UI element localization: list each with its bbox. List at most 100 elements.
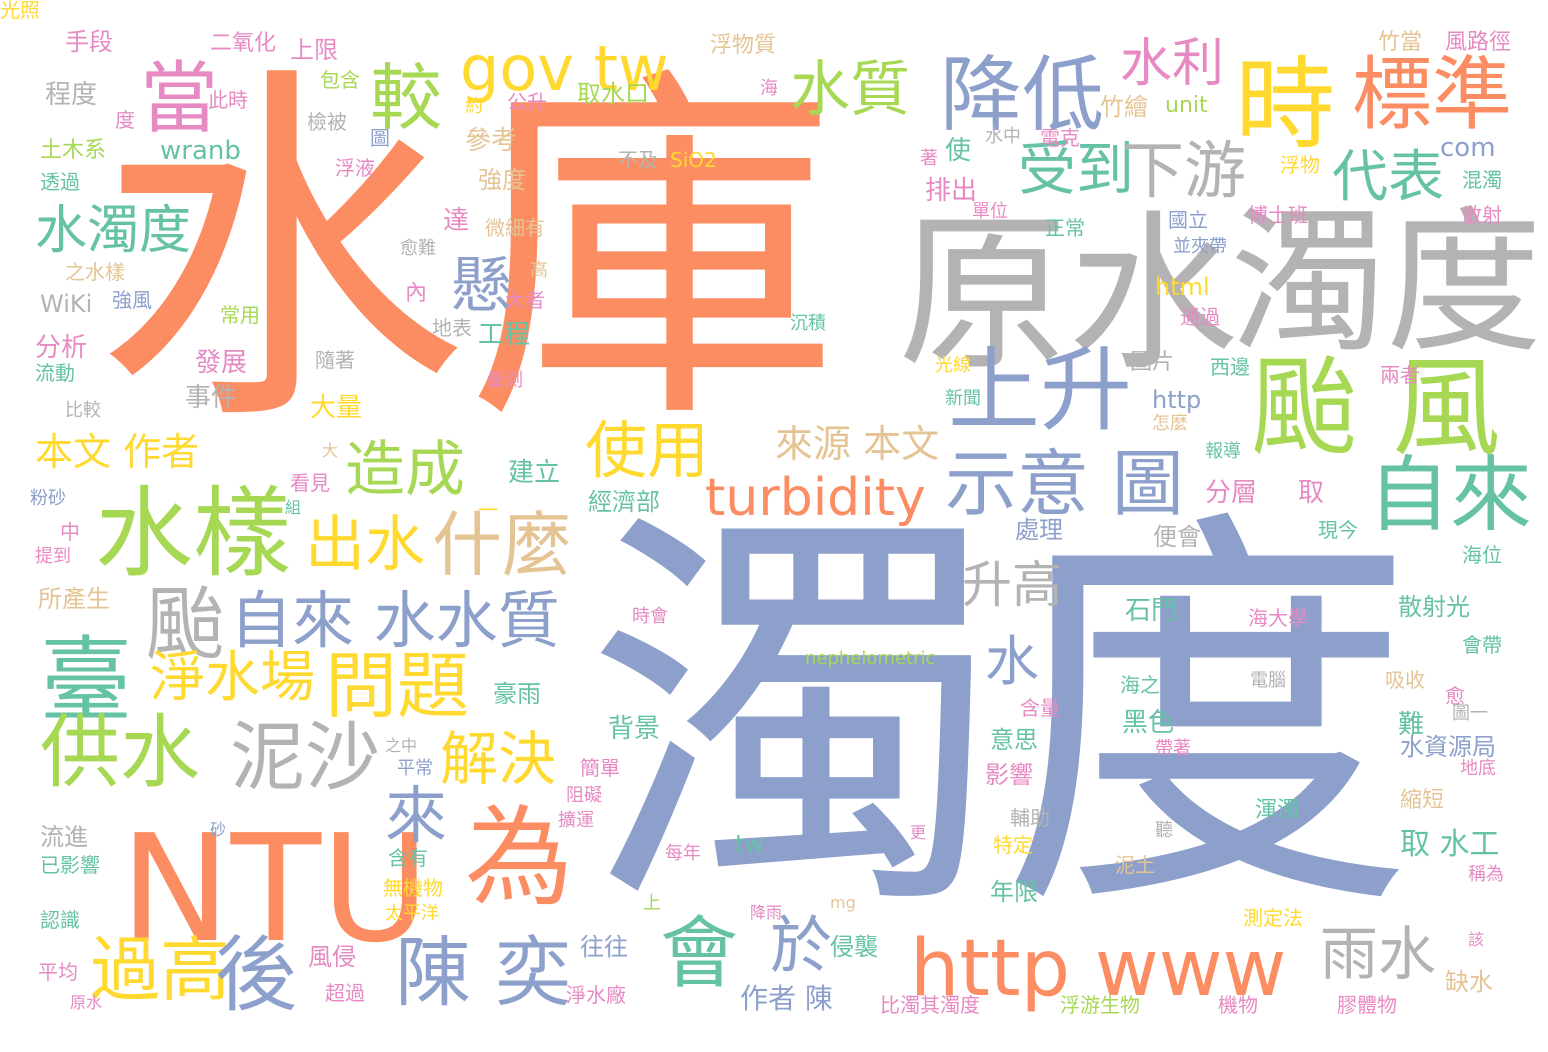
word-21-cjk: 造成 [345,435,465,505]
word-116-http: http [1152,386,1202,414]
word-146-cjk: 愈 [1445,684,1465,708]
word-54-cjk: 風路徑 [1445,30,1512,55]
word-105-cjk: 流動 [35,361,75,385]
word-20-cjk: 懸 [450,249,513,322]
word-158-cjk: 地底 [1460,758,1496,779]
word-140-nephelometric: nephelometric [805,648,936,669]
word-160-cjk: 阻礙 [566,785,602,806]
word-13-cjk: 上升 [948,337,1133,444]
word-189-cjk: 平均 [38,960,78,984]
word-36-ntu: NTU [120,803,430,975]
word-133-cjk: 現今 [1318,518,1358,542]
word-132-cjk: 便會 [1153,523,1201,551]
word-48-cjk: 本文 作者 [35,430,200,474]
word-103-cjk: 地表 [432,316,472,340]
word-130-cjk: 提到 [35,546,71,567]
word-176-cjk: 稱為 [1468,864,1504,885]
word-32-cjk: 水 [985,630,1039,693]
word-42-cjk: 雨水 [1320,920,1437,988]
word-194-cjk: 原水 [70,993,103,1012]
word-7-gov-tw: gov tw [460,32,669,105]
word-78-cjk: 著 [920,148,938,169]
word-171-cjk: 已影響 [40,853,100,877]
word-121-cjk: 看見 [290,471,330,495]
word-127-cjk: 經濟部 [588,488,660,516]
word-120-cjk: 報導 [1205,441,1241,462]
word-198-cjk: 膠體物 [1337,993,1397,1017]
word-100-cjk: 沉積 [790,313,826,334]
word-170-cjk: 取 水工 [1400,827,1500,862]
word-23-cjk: 什麼 [432,504,572,586]
word-109-cjk: 光線 [935,355,971,376]
word-70-cjk: 水中 [985,126,1021,147]
word-39-cjk: 會 [660,909,739,999]
word-56-cjk: 此時 [208,88,248,112]
word-148-cjk: 圖一 [1452,703,1488,724]
word-43-cjk: 過高 [90,929,230,1011]
word-168-cjk: 更 [910,823,927,842]
word-166-cjk: 砂 [210,820,227,839]
word-174-cjk: 特定 [993,833,1033,857]
word-12-cjk: 颱 風 [1250,346,1501,471]
word-84-cjk: 國立 [1168,208,1208,232]
word-144-cjk: 電腦 [1250,670,1286,691]
word-41-http-www: http www [910,924,1287,1014]
word-110-cjk: 西邊 [1210,355,1250,379]
word-112-cjk: 兩者 [1380,363,1420,387]
word-69-cjk: 圖 [370,126,390,150]
word-102-cjk: 分析 [35,333,88,363]
word-53-cjk: 竹當 [1378,30,1423,55]
word-5-cjk: 標準 [1352,48,1512,141]
word-145-cjk: 吸收 [1385,668,1425,692]
word-24-cjk: 出水 [305,510,425,580]
word-4-cjk: 時 [1235,46,1335,163]
word-63-cjk: 檢被 [307,110,347,134]
word-16-cjk: 代表 [1332,145,1444,210]
word-180-mg: mg [830,893,856,912]
word-74-cjk: 浮液 [335,156,375,180]
word-86-cjk: 散射 [1462,203,1502,227]
word-115-cjk: 大量 [310,393,363,423]
word-199-cjk: 光照 [0,0,40,22]
word-19-cjk: 水樣 [95,477,292,591]
word-9-cjk: 較 [370,56,443,140]
word-152-cjk: 之中 [385,736,418,755]
word-161-cjk: 縮短 [1400,788,1445,813]
word-96-cjk: 大者 [505,288,545,312]
word-67-cjk: 土木系 [40,138,107,163]
word-106-cjk: 隨著 [315,348,355,372]
word-40-cjk: 於 [770,909,833,982]
word-92-cjk: 之水樣 [65,260,125,284]
word-31-cjk: 問題 [325,644,470,728]
word-90-cjk: 並夾帶 [1173,236,1227,257]
word-55-cjk: 程度 [45,80,98,110]
word-167-tw: tw [735,830,765,858]
word-119-cjk: 大 [322,441,339,460]
word-82-cjk: 排出 [925,176,978,206]
word-149-cjk: 背景 [608,714,661,744]
word-186-cjk: 往往 [580,933,628,961]
word-155-cjk: 平常 [397,758,433,779]
word-101-cjk: 通過 [1180,305,1220,329]
word-151-cjk: 難 [1398,710,1425,740]
word-153-cjk: 意思 [990,726,1038,754]
word-1-cjk: 濁度 [585,478,1415,961]
word-97-html: html [1155,273,1210,301]
word-141-cjk: 會帶 [1462,633,1502,657]
word-22-turbidity: turbidity [705,468,926,528]
word-66-unit: unit [1165,93,1208,118]
word-128-cjk: 中 [60,520,80,544]
word-113-cjk: 事件 [185,383,238,413]
word-163-cjk: 擴運 [558,810,594,831]
word-172-cjk: 含有 [388,846,428,870]
word-80-cjk: 浮物 [1280,153,1320,177]
word-17-cjk: 自來 [1368,448,1533,543]
word-58-cjk: 公升 [507,90,547,114]
word-156-cjk: 簡單 [580,756,620,780]
word-118-cjk: 怎麼 [1152,413,1188,434]
word-175-cjk: 泥土 [1115,853,1155,877]
word-190-cjk: 缺水 [1445,968,1493,996]
word-71-cjk: 電克 [1040,126,1080,150]
word-10-cjk: 當 [140,54,219,144]
